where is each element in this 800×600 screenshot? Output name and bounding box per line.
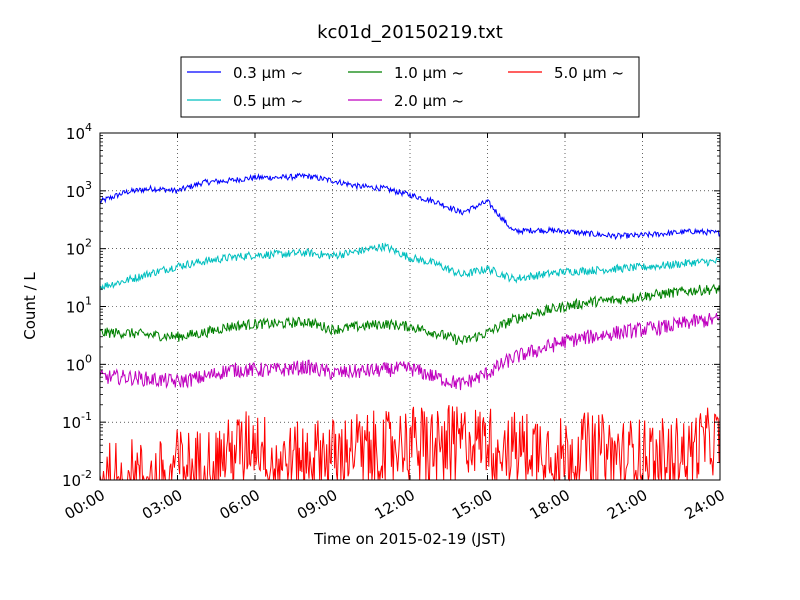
y-tick-label: 100 [66,352,92,374]
legend-label: 0.3 μm ~ [233,64,303,82]
legend: 0.3 μm ~ 0.5 μm ~ 1.0 μm ~ 2.0 μm ~ 5.0 μm ~ [180,56,640,118]
y-tick-label: 102 [66,237,92,259]
chart-title: kc01d_20150219.txt [317,22,503,43]
series-line [99,283,721,346]
series-line [99,172,721,241]
legend-label: 2.0 μm ~ [394,92,464,110]
y-tick-label: 10-2 [62,468,92,490]
legend-label: 1.0 μm ~ [394,64,464,82]
series-lines [99,172,721,482]
y-tick-label: 101 [66,295,92,317]
y-tick-label: 104 [66,121,92,143]
y-tick-label: 10-1 [62,410,92,432]
series-line [99,242,721,291]
y-tick-label: 103 [66,179,92,201]
legend-label: 0.5 μm ~ [233,92,303,110]
legend-box [180,56,640,118]
x-axis-label: Time on 2015-02-19 (JST) [313,530,506,548]
series-line [99,312,721,391]
y-axis: 10-2 10-1 100 101 102 103 104 [62,121,720,490]
legend-label: 5.0 μm ~ [554,64,624,82]
y-axis-label: Count / L [21,272,39,340]
